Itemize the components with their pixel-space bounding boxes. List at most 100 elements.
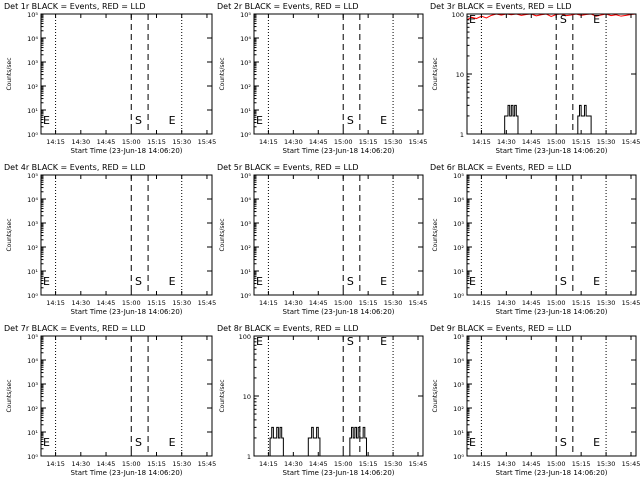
x-tick-label: 15:00 (547, 299, 566, 307)
x-tick-label: 14:15 (259, 299, 278, 307)
y-axis-label: Counts/sec (219, 57, 226, 90)
segment-marker-e: E (43, 275, 50, 288)
y-tick-label: 10³ (27, 381, 38, 389)
chart-title: Det 5r BLACK = Events, RED = LLD (217, 163, 359, 172)
y-tick-label: 10¹ (240, 268, 251, 276)
x-tick-label: 15:15 (147, 138, 166, 146)
x-tick-label: 15:45 (409, 299, 428, 307)
y-tick-label: 1 (247, 453, 251, 461)
y-axis-label: Counts/sec (6, 218, 13, 251)
x-tick-label: 14:30 (71, 460, 90, 468)
plot-frame (253, 13, 424, 135)
chart-panel-8: Det 8r BLACK = Events, RED = LLD Counts/s… (217, 324, 427, 477)
x-tick-label: 15:00 (547, 460, 566, 468)
chart-panel-9: Det 9r BLACK = Events, RED = LLD Counts/s… (430, 324, 640, 477)
x-tick-label: 15:30 (384, 460, 403, 468)
x-tick-label: 15:30 (172, 138, 191, 146)
x-tick-label: 14:30 (497, 138, 516, 146)
y-tick-label: 10⁵ (27, 172, 38, 180)
y-tick-label: 10³ (240, 220, 251, 228)
segment-marker-e: E (256, 335, 263, 348)
y-tick-label: 10² (27, 83, 38, 91)
segment-marker-s: S (560, 13, 567, 26)
x-tick-label: 15:15 (359, 299, 378, 307)
segment-marker-s: S (560, 436, 567, 449)
segment-marker-e: E (380, 114, 387, 127)
segment-marker-s: S (347, 335, 354, 348)
x-tick-label: 15:45 (198, 460, 217, 468)
x-tick-label: 15:45 (409, 138, 428, 146)
segment-marker-s: S (560, 275, 567, 288)
x-tick-label: 15:30 (384, 299, 403, 307)
x-tick-label: 14:15 (472, 138, 491, 146)
x-tick-label: 14:15 (472, 460, 491, 468)
y-tick-label: 10⁴ (453, 196, 464, 204)
y-tick-label: 10⁰ (453, 453, 464, 461)
segment-marker-s: S (135, 275, 142, 288)
y-tick-label: 10 (456, 71, 464, 79)
x-tick-label: 15:15 (572, 138, 591, 146)
x-axis-label: Start Time (23-Jun-18 14:06:20) (71, 469, 183, 477)
y-axis-label: Counts/sec (432, 57, 439, 90)
x-tick-label: 14:30 (284, 460, 303, 468)
x-tick-label: 15:00 (547, 138, 566, 146)
segment-marker-e: E (256, 114, 263, 127)
y-tick-label: 1 (460, 131, 464, 139)
x-axis-label: Start Time (23-Jun-18 14:06:20) (283, 147, 395, 155)
x-axis-label: Start Time (23-Jun-18 14:06:20) (71, 147, 183, 155)
x-tick-label: 15:45 (198, 138, 217, 146)
y-tick-label: 10³ (27, 59, 38, 67)
y-tick-label: 10⁰ (27, 453, 38, 461)
x-tick-label: 15:30 (597, 460, 616, 468)
x-tick-label: 14:45 (309, 460, 328, 468)
y-tick-label: 10⁵ (27, 11, 38, 19)
x-tick-label: 15:00 (334, 299, 353, 307)
y-tick-label: 10⁴ (27, 35, 38, 43)
chart-title: Det 9r BLACK = Events, RED = LLD (430, 324, 572, 333)
x-tick-label: 15:30 (172, 460, 191, 468)
x-tick-label: 15:45 (198, 299, 217, 307)
y-tick-label: 10¹ (453, 268, 464, 276)
x-tick-label: 14:15 (46, 138, 65, 146)
x-tick-label: 15:00 (334, 138, 353, 146)
y-tick-label: 100 (452, 11, 464, 19)
plot-frame (466, 335, 637, 457)
y-axis-label: Counts/sec (219, 379, 226, 412)
x-tick-label: 14:45 (309, 299, 328, 307)
y-tick-label: 10² (240, 83, 251, 91)
y-tick-label: 10⁰ (453, 292, 464, 300)
y-axis-label: Counts/sec (432, 218, 439, 251)
y-tick-label: 10⁵ (240, 172, 251, 180)
x-tick-label: 15:45 (622, 460, 640, 468)
x-tick-label: 14:30 (284, 138, 303, 146)
x-tick-label: 14:45 (97, 299, 116, 307)
chart-title: Det 3r BLACK = Events, RED = LLD (430, 2, 572, 11)
x-tick-label: 15:15 (359, 138, 378, 146)
chart-title: Det 6r BLACK = Events, RED = LLD (430, 163, 572, 172)
x-tick-label: 15:45 (409, 460, 428, 468)
plot-frame (466, 13, 637, 135)
y-tick-label: 10⁵ (453, 172, 464, 180)
y-tick-label: 10⁵ (27, 333, 38, 341)
x-tick-label: 15:30 (597, 299, 616, 307)
y-tick-label: 10¹ (27, 107, 38, 115)
y-tick-label: 10² (453, 244, 464, 252)
chart-panel-4: Det 4r BLACK = Events, RED = LLD Counts/s… (4, 163, 216, 316)
chart-panel-2: Det 2r BLACK = Events, RED = LLD Counts/s… (217, 2, 427, 155)
x-tick-label: 15:15 (147, 299, 166, 307)
x-tick-label: 15:30 (384, 138, 403, 146)
x-axis-label: Start Time (23-Jun-18 14:06:20) (496, 469, 608, 477)
x-axis-label: Start Time (23-Jun-18 14:06:20) (71, 308, 183, 316)
y-tick-label: 10⁴ (240, 35, 251, 43)
x-tick-label: 14:30 (497, 299, 516, 307)
y-axis-label: Counts/sec (6, 379, 13, 412)
y-tick-label: 10² (240, 244, 251, 252)
segment-marker-s: S (347, 114, 354, 127)
chart-title: Det 2r BLACK = Events, RED = LLD (217, 2, 359, 11)
x-tick-label: 15:15 (147, 460, 166, 468)
segment-marker-e: E (593, 436, 600, 449)
segment-marker-e: E (469, 275, 476, 288)
y-tick-label: 10⁴ (27, 357, 38, 365)
segment-marker-e: E (43, 114, 50, 127)
chart-panel-3: Det 3r BLACK = Events, RED = LLD Counts/s… (430, 2, 640, 155)
